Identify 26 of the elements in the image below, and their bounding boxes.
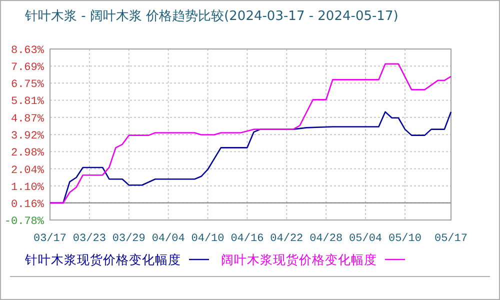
x-tick-label: 03/29: [112, 233, 146, 245]
line-series: [49, 63, 452, 204]
y-tick-label: 0.16%: [10, 198, 44, 211]
y-tick-label: 5.81%: [10, 96, 44, 108]
y-tick-label: 2.04%: [10, 164, 44, 177]
x-tick-label: 04/16: [230, 233, 264, 245]
legend-label: 针叶木浆现货价格变化幅度: [24, 252, 181, 267]
x-tick-label: 03/23: [72, 233, 106, 245]
x-tick-label: 05/04: [349, 233, 382, 245]
y-tick-label: 8.63%: [10, 45, 44, 57]
x-tick-label: 05/10: [388, 233, 422, 245]
y-tick-label: 1.10%: [10, 182, 44, 194]
x-tick-label: 05/17: [434, 233, 468, 245]
chart-title: 针叶木浆 - 阔叶木浆 价格趋势比较(2024-03-17 - 2024-05-17): [24, 9, 398, 24]
x-tick-label: 04/22: [270, 233, 304, 245]
y-tick-label: 4.87%: [10, 113, 44, 126]
x-tick-label: 03/17: [33, 233, 67, 245]
y-tick-label: 7.69%: [10, 62, 44, 74]
y-tick-label: 6.75%: [10, 79, 44, 92]
y-tick-label: -0.78%: [4, 216, 44, 228]
x-tick-label: 04/04: [152, 233, 186, 245]
x-tick-label: 04/10: [191, 233, 224, 245]
y-tick-label: 3.92%: [10, 130, 44, 143]
y-tick-label: 2.98%: [10, 148, 44, 160]
legend-label: 阔叶木浆现货价格变化幅度: [221, 252, 377, 267]
x-tick-label: 04/28: [310, 233, 343, 245]
